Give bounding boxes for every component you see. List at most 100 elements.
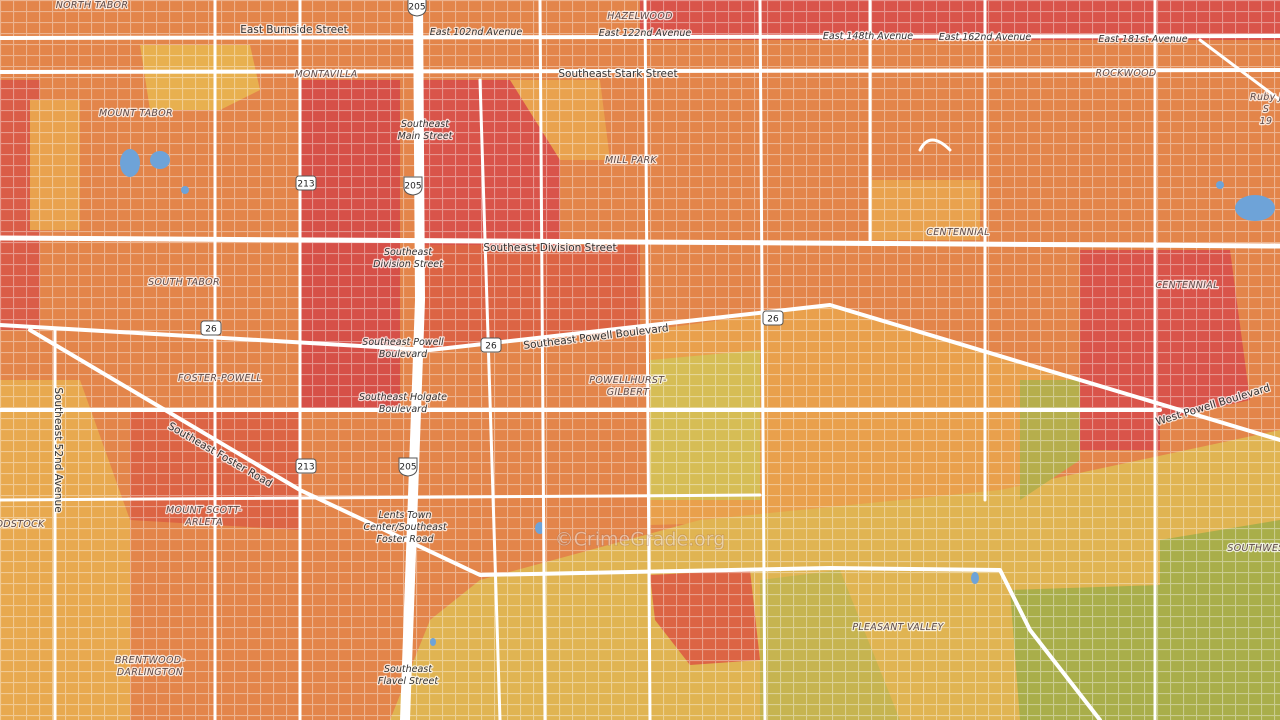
- label-line: Ruby J: [1250, 92, 1280, 103]
- route-shield: 26: [480, 337, 502, 353]
- label-line: Boulevard: [379, 404, 428, 415]
- street-label: Southeast Flavel Street: [378, 664, 439, 687]
- label-line: MOUNT SCOTT-: [166, 505, 242, 516]
- street-label: Southeast 52nd Avenue: [52, 387, 64, 512]
- shield-number: 26: [767, 315, 779, 325]
- neighborhood-label: POWELLHURST-GILBERT: [589, 375, 667, 398]
- route-shield: 26: [762, 310, 784, 326]
- neighborhood-label: MILL PARK: [605, 155, 657, 166]
- label-line: MILL PARK: [605, 155, 657, 166]
- route-shield: 205: [398, 457, 418, 477]
- shield-badge: [200, 320, 222, 336]
- label-line: BRENTWOOD-: [115, 655, 185, 666]
- neighborhood-label: MOUNT TABOR: [99, 108, 173, 119]
- label-line: POWELLHURST-: [589, 375, 667, 386]
- label-line: GILBERT: [607, 387, 650, 398]
- label-line: East 181st Avenue: [1098, 34, 1187, 45]
- neighborhood-label: SOUTH TABOR: [148, 277, 220, 288]
- label-line: East 148th Avenue: [823, 31, 913, 42]
- street-label: East Burnside Street: [240, 24, 347, 36]
- neighborhood-label: CENTENNIAL: [926, 227, 989, 238]
- neighborhood-label: MOUNT SCOTT-ARLETA: [166, 505, 242, 528]
- shield-badge: [407, 0, 427, 17]
- street-label: Southeast Division Street: [483, 242, 616, 254]
- route-shield: 213: [295, 458, 317, 474]
- label-line: HAZELWOOD: [607, 11, 672, 22]
- neighborhood-label: ODSTOCK: [0, 519, 45, 530]
- label-line: Southeast: [384, 664, 433, 675]
- shield-number: 26: [485, 342, 497, 352]
- label-line: PLEASANT VALLEY: [852, 622, 944, 633]
- street-label: Southeast Powell Boulevard: [362, 337, 444, 360]
- neighborhood-label: ROCKWOOD: [1095, 68, 1156, 79]
- shield-badge: [480, 337, 502, 353]
- label-line: S: [1263, 104, 1269, 115]
- label-line: ROCKWOOD: [1095, 68, 1156, 79]
- route-shields: 205 205 205 213 213 26 26 26: [200, 0, 784, 477]
- label-line: East 102nd Avenue: [430, 27, 523, 38]
- street-label: Southeast Main Street: [398, 119, 454, 142]
- label-line: East 162nd Avenue: [939, 32, 1032, 43]
- street-label: Southeast Stark Street: [558, 68, 677, 80]
- label-line: Southeast: [384, 247, 433, 258]
- label-line: CENTENNIAL: [926, 227, 989, 238]
- neighborhood-label: SOUTHWES: [1227, 543, 1280, 554]
- watermark: ©CrimeGrade.org: [555, 529, 726, 551]
- label-line: Southeast Division Street: [483, 242, 616, 254]
- label-line: ODSTOCK: [0, 519, 45, 530]
- label-line: Southeast Holgate: [359, 392, 447, 403]
- shield-badge: [762, 310, 784, 326]
- label-line: East Burnside Street: [240, 24, 347, 36]
- label-line: Southeast Stark Street: [558, 68, 677, 80]
- neighborhood-label: NORTH TABOR: [56, 0, 128, 11]
- street-label: East 148th Avenue: [823, 31, 913, 42]
- label-line: Lents Town: [378, 510, 431, 521]
- shield-badge: [398, 457, 418, 477]
- label-line: Southeast: [401, 119, 450, 130]
- shield-badge: [403, 176, 423, 196]
- neighborhood-label: CENTENNIAL: [1155, 280, 1218, 291]
- neighborhood-label: PLEASANT VALLEY: [852, 622, 944, 633]
- shield-number: 205: [399, 463, 416, 473]
- street-label: East 162nd Avenue: [939, 32, 1032, 43]
- label-line: SOUTH TABOR: [148, 277, 220, 288]
- route-shield: 213: [295, 175, 317, 191]
- route-shield: 205: [403, 176, 423, 196]
- shield-number: 213: [297, 180, 314, 190]
- street-label: East 102nd Avenue: [430, 27, 523, 38]
- neighborhood-label: HAZELWOOD: [607, 11, 672, 22]
- street-label: East 181st Avenue: [1098, 34, 1187, 45]
- route-shield: 205: [407, 0, 427, 17]
- shield-number: 26: [205, 325, 217, 335]
- neighborhood-labels: NORTH TABOR HAZELWOOD MONTAVILLA MOUNT T…: [0, 0, 1280, 679]
- label-line: MOUNT TABOR: [99, 108, 173, 119]
- label-line: Foster Road: [377, 534, 435, 545]
- shield-number: 205: [408, 3, 425, 13]
- neighborhood-label: FOSTER-POWELL: [178, 373, 262, 384]
- neighborhood-label: MONTAVILLA: [294, 69, 357, 80]
- neighborhood-label: Ruby J S 19: [1250, 92, 1280, 127]
- street-label: Lents Town Center/Southeast Foster Road: [363, 510, 447, 545]
- label-line: Boulevard: [379, 349, 428, 360]
- label-line: CENTENNIAL: [1155, 280, 1218, 291]
- street-label: Southeast Holgate Boulevard: [359, 392, 447, 415]
- label-line: Southeast Powell: [362, 337, 444, 348]
- label-line: FOSTER-POWELL: [178, 373, 262, 384]
- label-line: Center/Southeast: [363, 522, 447, 533]
- shield-badge: [295, 175, 317, 191]
- street-label: East 122nd Avenue: [599, 28, 692, 39]
- label-line: Southeast 52nd Avenue: [52, 387, 64, 512]
- street-label: Southeast Division Street: [373, 247, 444, 270]
- label-line: NORTH TABOR: [56, 0, 128, 11]
- shield-number: 213: [297, 463, 314, 473]
- label-line: Division Street: [373, 259, 444, 270]
- route-shield: 26: [200, 320, 222, 336]
- label-line: Flavel Street: [378, 676, 439, 687]
- label-line: SOUTHWES: [1227, 543, 1280, 554]
- label-line: DARLINGTON: [117, 667, 183, 678]
- label-line: Main Street: [398, 131, 454, 142]
- shield-badge: [295, 458, 317, 474]
- label-line: ARLETA: [184, 517, 223, 528]
